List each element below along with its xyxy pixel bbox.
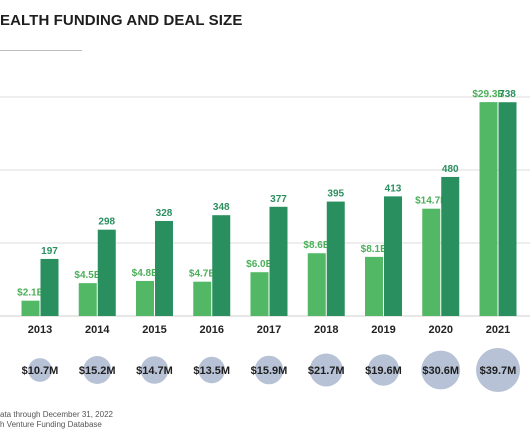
avg-deal-bubble bbox=[421, 350, 461, 390]
title-underline bbox=[0, 50, 82, 51]
funding-label: $6.0B bbox=[246, 259, 273, 270]
x-tick-label: 2018 bbox=[314, 324, 338, 336]
x-tick-label: 2021 bbox=[486, 324, 510, 336]
x-tick-label: 2016 bbox=[200, 324, 224, 336]
x-tick-label: 2017 bbox=[257, 324, 281, 336]
chart-title: EALTH FUNDING AND DEAL SIZE bbox=[0, 12, 243, 29]
funding-bar bbox=[136, 280, 154, 316]
avg-deal-bubble bbox=[28, 358, 52, 382]
funding-label: $29.3B bbox=[472, 89, 504, 100]
avg-deal-label: $15.2M bbox=[79, 365, 116, 377]
deals-bar bbox=[212, 215, 231, 316]
avg-deal-label: $21.7M bbox=[308, 365, 345, 377]
funding-bar bbox=[479, 102, 498, 316]
deals-label: 348 bbox=[213, 202, 230, 213]
deals-label: 197 bbox=[41, 246, 58, 257]
deals-label: 377 bbox=[270, 194, 287, 205]
avg-deal-label: $39.7M bbox=[480, 365, 517, 377]
x-tick-label: 2013 bbox=[28, 324, 52, 336]
x-tick-label: 2019 bbox=[371, 324, 395, 336]
deals-bar bbox=[326, 201, 345, 316]
deals-label: 298 bbox=[98, 217, 115, 228]
deals-label: 480 bbox=[442, 164, 459, 175]
deals-bar bbox=[40, 258, 59, 316]
avg-deal-label: $13.5M bbox=[193, 365, 230, 377]
x-tick-label: 2014 bbox=[85, 324, 110, 336]
deals-bar bbox=[498, 102, 517, 316]
deals-bar bbox=[384, 196, 402, 316]
avg-deal-bubble bbox=[254, 355, 284, 385]
funding-label: $8.1B bbox=[361, 244, 388, 255]
funding-label: $14.7B bbox=[415, 196, 447, 207]
avg-deal-bubble bbox=[367, 354, 400, 386]
deals-label: 738 bbox=[499, 89, 516, 100]
deals-label: 328 bbox=[156, 208, 173, 219]
avg-deal-label: $10.7M bbox=[22, 365, 59, 377]
funding-bar bbox=[250, 272, 269, 316]
x-tick-label: 2020 bbox=[429, 324, 453, 336]
deals-bar bbox=[97, 229, 116, 316]
avg-deal-label: $30.6M bbox=[422, 365, 459, 377]
avg-deal-bubble bbox=[140, 356, 169, 384]
avg-deal-label: $14.7M bbox=[136, 365, 173, 377]
funding-bar bbox=[365, 256, 383, 316]
x-tick-label: 2015 bbox=[142, 324, 166, 336]
funding-bar bbox=[78, 283, 97, 316]
avg-deal-bubble bbox=[83, 356, 112, 384]
funding-label: $4.8B bbox=[132, 268, 159, 279]
deals-label: 413 bbox=[385, 183, 402, 194]
footnote-source: h Venture Funding Database bbox=[0, 420, 102, 429]
funding-label: $4.5B bbox=[74, 270, 101, 281]
funding-bar bbox=[193, 281, 212, 316]
funding-label: $4.7B bbox=[189, 269, 216, 280]
deals-bar bbox=[269, 206, 288, 316]
funding-bar bbox=[307, 253, 326, 316]
avg-deal-bubble bbox=[198, 356, 225, 384]
avg-deal-label: $15.9M bbox=[251, 365, 288, 377]
avg-deal-bubble bbox=[309, 353, 343, 387]
avg-deal-label: $19.6M bbox=[365, 365, 402, 377]
deals-label: 395 bbox=[327, 189, 344, 200]
funding-label: $8.6B bbox=[303, 240, 330, 251]
funding-label: $2.1B bbox=[17, 288, 44, 299]
avg-deal-bubble bbox=[476, 348, 520, 392]
deals-bar bbox=[441, 176, 460, 316]
funding-bar bbox=[21, 300, 40, 316]
deals-bar bbox=[155, 220, 173, 316]
funding-bar bbox=[422, 208, 441, 316]
footnote-data-date: ata through December 31, 2022 bbox=[0, 410, 113, 419]
